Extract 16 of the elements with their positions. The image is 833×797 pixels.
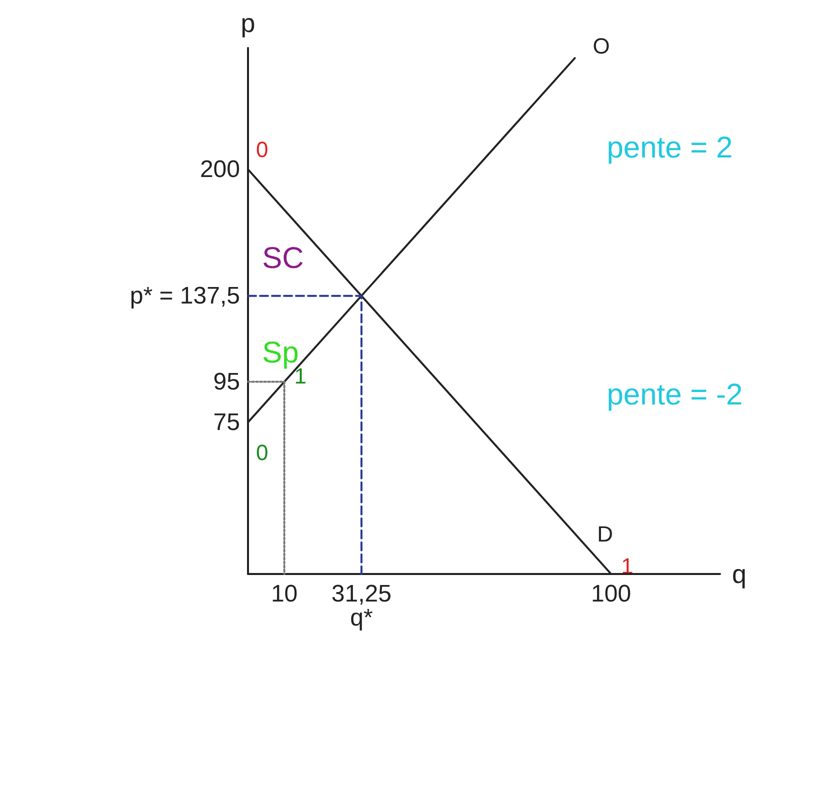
x-tick-label: 31,25 q*	[331, 580, 392, 632]
y-tick-label: 200	[200, 156, 240, 183]
annotation: D	[597, 522, 613, 546]
annotation: pente = 2	[606, 131, 733, 164]
annotation: 0	[256, 136, 268, 162]
y-tick-label: 75	[213, 408, 240, 436]
annotation: pente = -2	[606, 378, 743, 412]
annotation: O	[592, 34, 610, 59]
y-axis-title: p	[240, 8, 256, 38]
y-tick-label: p* = 137,5	[130, 282, 240, 310]
annotation: 0	[256, 440, 268, 465]
x-axis-title: q	[732, 559, 746, 589]
y-tick-label: 95	[213, 368, 240, 396]
x-tick-label: 100	[591, 580, 632, 608]
x-tick-label: 10	[270, 580, 298, 608]
annotation: SC	[262, 242, 304, 275]
